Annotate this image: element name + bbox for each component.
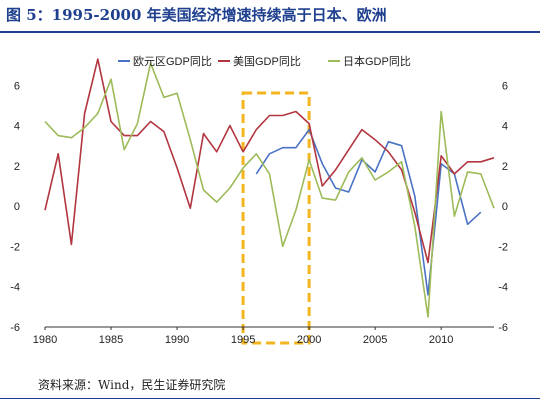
- legend-us-label: 美国GDP同比: [233, 55, 301, 68]
- legend-eurozone-label: 欧元区GDP同比: [133, 55, 212, 68]
- y-right-tick-label--4: -4: [498, 282, 508, 294]
- y-left-tick-label--2: -2: [10, 241, 20, 253]
- y-right-tick-label-0: 0: [502, 201, 508, 213]
- y-right-tick-label--2: -2: [498, 241, 508, 253]
- gdp-line-chart: 1980 1985 1990 1995 2000 2005 2010 6 4 2 0 -2 -4 -6 6 4…: [10, 54, 508, 346]
- y-right-tick-label--6: -6: [498, 322, 508, 334]
- x-tick-label-1980: 1980: [33, 334, 57, 346]
- y-left-tick-label-2: 2: [14, 161, 20, 173]
- eurozone-line: [255, 128, 482, 296]
- chart-title: 图 5：1995-2000 年美国经济增速持续高于日本、欧洲: [6, 6, 387, 24]
- x-tick-label-1985: 1985: [99, 334, 123, 346]
- y-right-tick-label-6: 6: [502, 80, 508, 92]
- y-left-tick-label-4: 4: [14, 121, 20, 133]
- x-tick-label-1995: 1995: [231, 334, 255, 346]
- y-left-tick-label--6: -6: [10, 322, 20, 334]
- y-right-tick-label-2: 2: [502, 161, 508, 173]
- source-note: 资料来源：Wind，民生证券研究院: [38, 378, 226, 392]
- x-tick-label-2010: 2010: [429, 334, 453, 346]
- x-tick-label-1990: 1990: [165, 334, 189, 346]
- x-tick-label-2005: 2005: [363, 334, 387, 346]
- us-line: [44, 58, 495, 264]
- highlight-box-1995-2000: [241, 91, 311, 345]
- y-left-tick-label-6: 6: [14, 80, 20, 92]
- x-tick-label-2000: 2000: [297, 334, 321, 346]
- title-divider: [0, 31, 540, 33]
- bottom-divider: [0, 398, 540, 399]
- y-left-tick-label--4: -4: [10, 282, 20, 294]
- y-left-tick-label-0: 0: [14, 201, 20, 213]
- legend-japan-label: 日本GDP同比: [343, 54, 411, 68]
- y-right-tick-label-4: 4: [502, 121, 508, 133]
- japan-line: [44, 62, 495, 318]
